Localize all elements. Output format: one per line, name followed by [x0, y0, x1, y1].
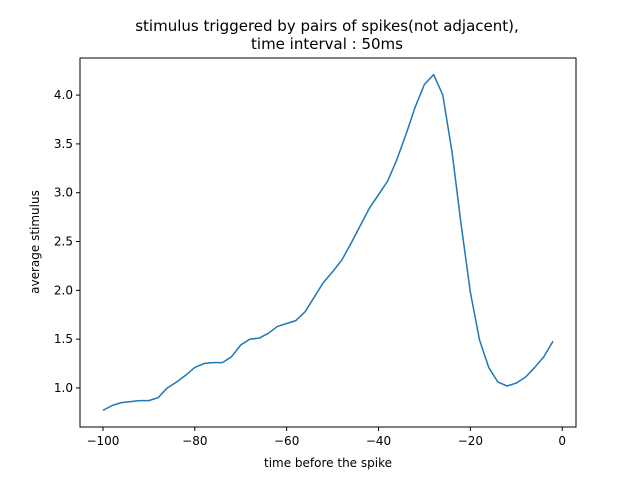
x-tick-label: −80 [182, 434, 207, 448]
y-tick-label: 4.0 [54, 88, 73, 102]
y-tick-label: 1.0 [54, 381, 73, 395]
y-axis-ticks: 1.0 1.5 2.0 2.5 3.0 3.5 4.0 [54, 88, 80, 395]
chart-title-line-1: stimulus triggered by pairs of spikes(no… [135, 17, 519, 35]
y-tick-label: 3.0 [54, 186, 73, 200]
x-axis-label: time before the spike [264, 456, 392, 470]
y-tick-label: 2.0 [54, 283, 73, 297]
y-axis-label: average stimulus [28, 190, 42, 294]
y-tick-label: 1.5 [54, 332, 73, 346]
y-tick-label: 3.5 [54, 137, 73, 151]
series-line-0 [102, 73, 554, 412]
x-tick-label: −20 [458, 434, 483, 448]
x-tick-label: −40 [366, 434, 391, 448]
plot-area [102, 73, 554, 412]
x-tick-label: −60 [274, 434, 299, 448]
x-tick-label: −100 [86, 434, 119, 448]
chart-title-line-2: time interval : 50ms [251, 35, 403, 53]
axes-frame [79, 57, 577, 428]
x-axis-ticks: −100 −80 −60 −40 −20 0 [86, 427, 566, 448]
x-tick-label: 0 [558, 434, 566, 448]
y-tick-label: 2.5 [54, 235, 73, 249]
